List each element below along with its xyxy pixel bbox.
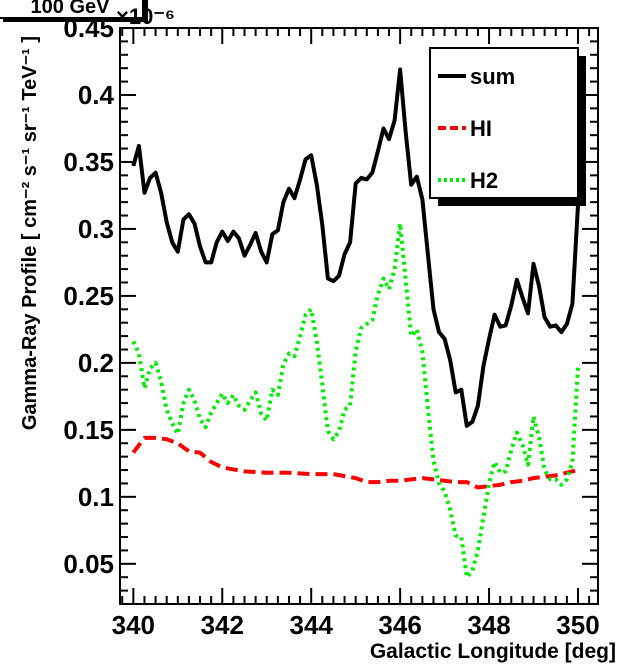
y-tick-label: 0.25 (63, 281, 114, 311)
legend-label-h2: H2 (470, 168, 498, 193)
y-tick-label: 0.3 (78, 214, 114, 244)
x-tick-label: 344 (290, 610, 334, 640)
series-line-h2 (133, 224, 578, 578)
x-axis-label: Galactic Longitude [deg] (370, 640, 616, 663)
y-tick-label: 0.1 (78, 482, 114, 512)
y-axis-multiplier: ×10⁻⁶ (116, 4, 175, 29)
x-tick-label: 340 (112, 610, 155, 640)
legend-label-hi: HI (470, 116, 492, 141)
legend-label-sum: sum (470, 64, 515, 89)
y-tick-label: 0.15 (63, 415, 114, 445)
y-tick-label: 0.45 (63, 13, 114, 43)
y-tick-label: 0.2 (78, 348, 114, 378)
x-tick-label: 346 (378, 610, 421, 640)
y-tick-label: 0.05 (63, 549, 114, 579)
legend: sum HI H2 (430, 48, 586, 206)
y-tick-label: 0.4 (78, 80, 115, 110)
x-tick-label: 348 (467, 610, 510, 640)
y-axis-label: Gamma-Ray Profile [ cm⁻² s⁻¹ sr⁻¹ TeV⁻¹ … (19, 36, 41, 430)
y-tick-label: 0.35 (63, 147, 114, 177)
x-tick-label: 342 (201, 610, 244, 640)
x-tick-label: 350 (556, 610, 599, 640)
